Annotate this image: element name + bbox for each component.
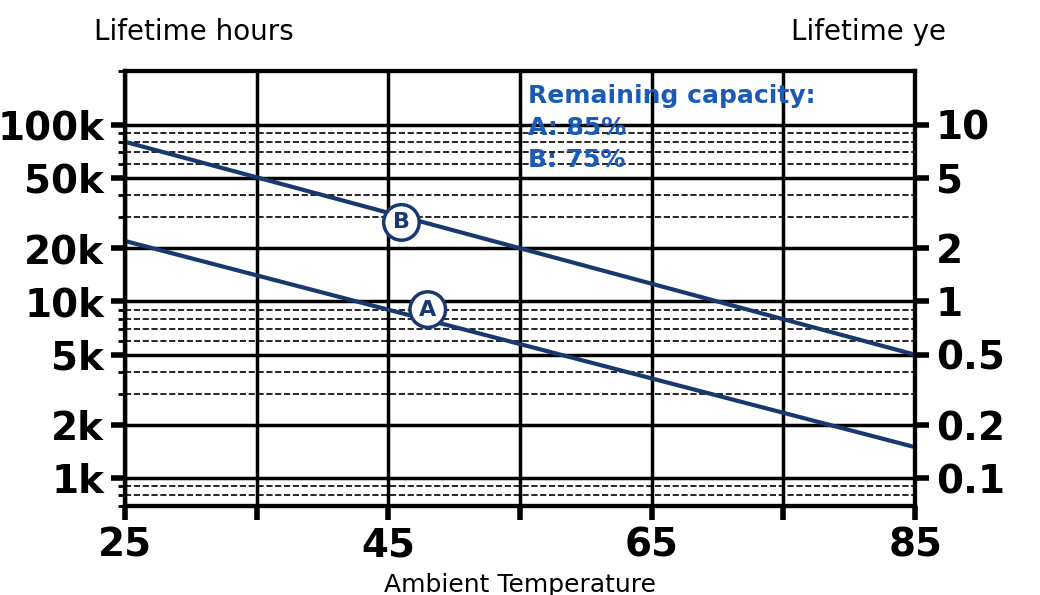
Text: B: B	[393, 212, 410, 233]
Text: Lifetime ye: Lifetime ye	[791, 18, 946, 46]
Text: A: A	[419, 300, 437, 320]
Text: Lifetime hours: Lifetime hours	[94, 18, 293, 46]
Text: Remaining capacity:
A: 85%
B: 75%: Remaining capacity: A: 85% B: 75%	[528, 84, 815, 171]
X-axis label: Ambient Temperature: Ambient Temperature	[384, 573, 656, 595]
